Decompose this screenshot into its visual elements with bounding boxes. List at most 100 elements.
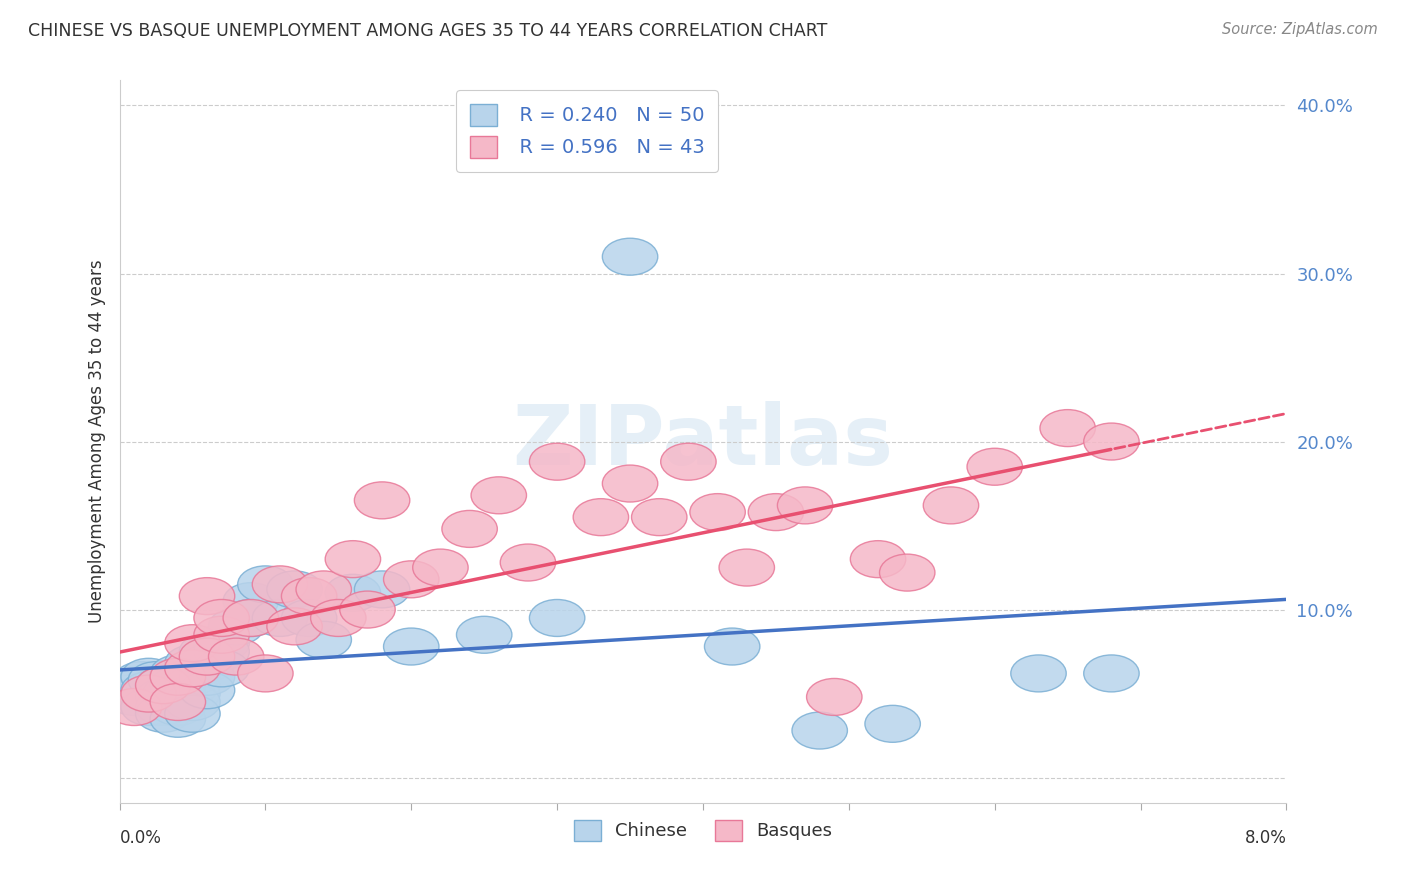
Ellipse shape bbox=[150, 655, 205, 692]
Ellipse shape bbox=[297, 622, 352, 658]
Ellipse shape bbox=[194, 624, 249, 662]
Ellipse shape bbox=[530, 599, 585, 637]
Ellipse shape bbox=[165, 695, 221, 732]
Ellipse shape bbox=[165, 624, 221, 662]
Ellipse shape bbox=[297, 571, 352, 607]
Text: ZIPatlas: ZIPatlas bbox=[513, 401, 893, 482]
Ellipse shape bbox=[501, 544, 555, 581]
Ellipse shape bbox=[150, 675, 205, 712]
Ellipse shape bbox=[530, 443, 585, 480]
Ellipse shape bbox=[165, 658, 221, 695]
Ellipse shape bbox=[340, 591, 395, 628]
Ellipse shape bbox=[471, 477, 526, 514]
Ellipse shape bbox=[224, 582, 278, 620]
Ellipse shape bbox=[631, 499, 688, 535]
Ellipse shape bbox=[807, 679, 862, 715]
Ellipse shape bbox=[924, 487, 979, 524]
Ellipse shape bbox=[150, 683, 205, 721]
Ellipse shape bbox=[143, 675, 198, 712]
Ellipse shape bbox=[457, 616, 512, 653]
Text: 8.0%: 8.0% bbox=[1244, 829, 1286, 847]
Ellipse shape bbox=[384, 561, 439, 598]
Ellipse shape bbox=[165, 683, 221, 721]
Ellipse shape bbox=[180, 638, 235, 675]
Ellipse shape bbox=[281, 578, 337, 615]
Ellipse shape bbox=[748, 493, 804, 531]
Ellipse shape bbox=[778, 487, 832, 524]
Ellipse shape bbox=[150, 666, 205, 704]
Ellipse shape bbox=[325, 541, 381, 578]
Ellipse shape bbox=[121, 658, 176, 695]
Ellipse shape bbox=[135, 666, 191, 704]
Ellipse shape bbox=[194, 599, 249, 637]
Text: Source: ZipAtlas.com: Source: ZipAtlas.com bbox=[1222, 22, 1378, 37]
Ellipse shape bbox=[180, 645, 235, 681]
Ellipse shape bbox=[194, 616, 249, 653]
Ellipse shape bbox=[114, 662, 169, 698]
Ellipse shape bbox=[325, 574, 381, 611]
Ellipse shape bbox=[98, 675, 155, 712]
Ellipse shape bbox=[208, 607, 264, 645]
Ellipse shape bbox=[267, 571, 322, 607]
Ellipse shape bbox=[150, 658, 205, 695]
Ellipse shape bbox=[165, 650, 221, 687]
Ellipse shape bbox=[180, 658, 235, 695]
Ellipse shape bbox=[252, 599, 308, 637]
Ellipse shape bbox=[311, 599, 366, 637]
Ellipse shape bbox=[121, 672, 176, 709]
Ellipse shape bbox=[180, 672, 235, 709]
Ellipse shape bbox=[1040, 409, 1095, 447]
Ellipse shape bbox=[704, 628, 759, 665]
Ellipse shape bbox=[135, 689, 191, 725]
Ellipse shape bbox=[238, 566, 292, 603]
Ellipse shape bbox=[690, 493, 745, 531]
Ellipse shape bbox=[150, 700, 205, 738]
Legend: Chinese, Basques: Chinese, Basques bbox=[567, 813, 839, 848]
Ellipse shape bbox=[165, 675, 221, 712]
Ellipse shape bbox=[574, 499, 628, 535]
Ellipse shape bbox=[1084, 655, 1139, 692]
Ellipse shape bbox=[238, 655, 292, 692]
Ellipse shape bbox=[354, 482, 409, 519]
Ellipse shape bbox=[121, 689, 176, 725]
Ellipse shape bbox=[180, 578, 235, 615]
Ellipse shape bbox=[194, 650, 249, 687]
Ellipse shape bbox=[128, 662, 184, 698]
Ellipse shape bbox=[1084, 423, 1139, 460]
Ellipse shape bbox=[252, 566, 308, 603]
Ellipse shape bbox=[107, 689, 162, 725]
Ellipse shape bbox=[602, 465, 658, 502]
Ellipse shape bbox=[281, 599, 337, 637]
Ellipse shape bbox=[165, 645, 221, 681]
Ellipse shape bbox=[224, 599, 278, 637]
Ellipse shape bbox=[107, 679, 162, 715]
Text: CHINESE VS BASQUE UNEMPLOYMENT AMONG AGES 35 TO 44 YEARS CORRELATION CHART: CHINESE VS BASQUE UNEMPLOYMENT AMONG AGE… bbox=[28, 22, 828, 40]
Ellipse shape bbox=[135, 666, 191, 704]
Ellipse shape bbox=[967, 449, 1022, 485]
Ellipse shape bbox=[267, 607, 322, 645]
Ellipse shape bbox=[880, 554, 935, 591]
Ellipse shape bbox=[792, 712, 848, 749]
Ellipse shape bbox=[194, 633, 249, 670]
Ellipse shape bbox=[718, 549, 775, 586]
Ellipse shape bbox=[661, 443, 716, 480]
Ellipse shape bbox=[165, 666, 221, 704]
Ellipse shape bbox=[135, 679, 191, 715]
Y-axis label: Unemployment Among Ages 35 to 44 years: Unemployment Among Ages 35 to 44 years bbox=[87, 260, 105, 624]
Ellipse shape bbox=[602, 238, 658, 276]
Ellipse shape bbox=[107, 666, 162, 704]
Ellipse shape bbox=[851, 541, 905, 578]
Ellipse shape bbox=[135, 695, 191, 732]
Ellipse shape bbox=[224, 599, 278, 637]
Ellipse shape bbox=[354, 571, 409, 607]
Ellipse shape bbox=[150, 689, 205, 725]
Ellipse shape bbox=[865, 706, 921, 742]
Ellipse shape bbox=[384, 628, 439, 665]
Ellipse shape bbox=[1011, 655, 1066, 692]
Ellipse shape bbox=[208, 638, 264, 675]
Ellipse shape bbox=[180, 633, 235, 670]
Ellipse shape bbox=[413, 549, 468, 586]
Ellipse shape bbox=[121, 675, 176, 712]
Text: 0.0%: 0.0% bbox=[120, 829, 162, 847]
Ellipse shape bbox=[441, 510, 498, 548]
